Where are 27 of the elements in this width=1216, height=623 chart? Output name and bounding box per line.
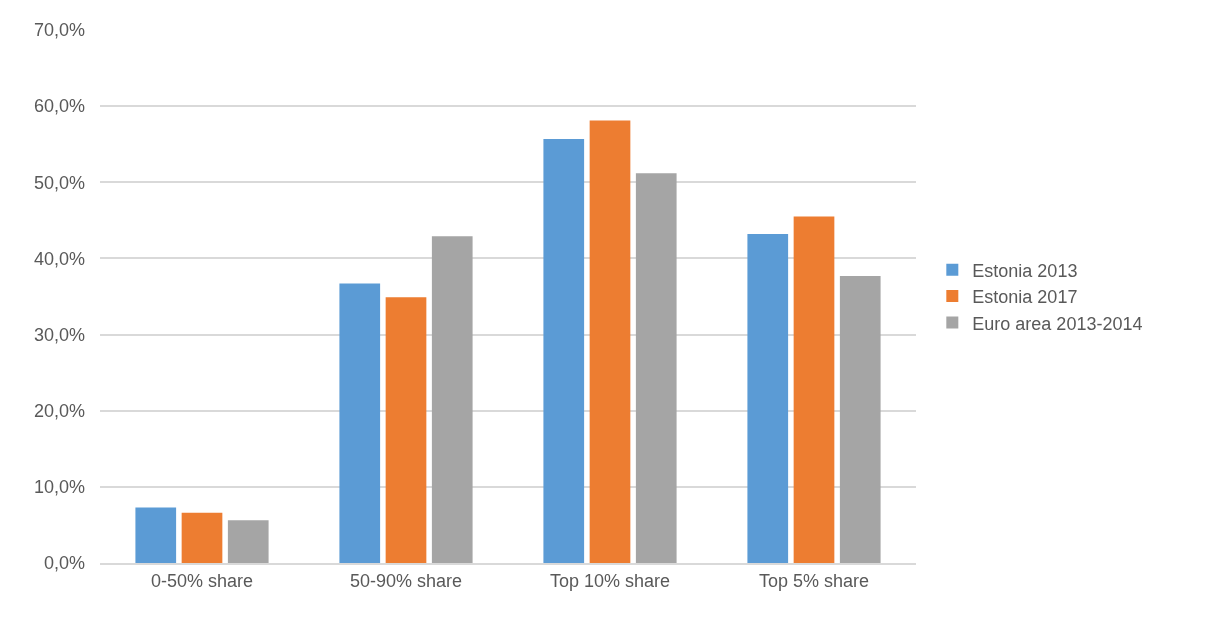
y-tick-label: 20,0% [33, 401, 85, 422]
legend-label: Euro area 2013-2014 [972, 313, 1143, 334]
bar [385, 297, 427, 563]
bar [431, 236, 473, 563]
legend-label: Estonia 2013 [972, 260, 1078, 281]
bar [543, 138, 585, 563]
y-tick-label: 70,0% [33, 20, 85, 41]
bar [635, 173, 677, 563]
bar [135, 507, 177, 563]
bar [793, 216, 835, 563]
y-tick-label: 0,0% [43, 553, 85, 574]
x-tick-label: Top 10% share [549, 570, 671, 591]
x-tick-label: 50-90% share [349, 570, 463, 591]
y-tick-label: 60,0% [33, 96, 85, 117]
x-tick-label: 0-50% share [150, 570, 254, 591]
y-tick-label: 40,0% [33, 248, 85, 269]
bar [339, 283, 381, 563]
x-tick-label: Top 5% share [758, 570, 870, 591]
bar [839, 275, 881, 563]
bar [747, 234, 789, 563]
bar [181, 512, 223, 563]
bar [589, 120, 631, 563]
y-tick-label: 50,0% [33, 172, 85, 193]
legend-label: Estonia 2017 [972, 287, 1078, 308]
y-tick-label: 30,0% [33, 324, 85, 345]
y-tick-label: 10,0% [33, 477, 85, 498]
bar [227, 520, 269, 563]
